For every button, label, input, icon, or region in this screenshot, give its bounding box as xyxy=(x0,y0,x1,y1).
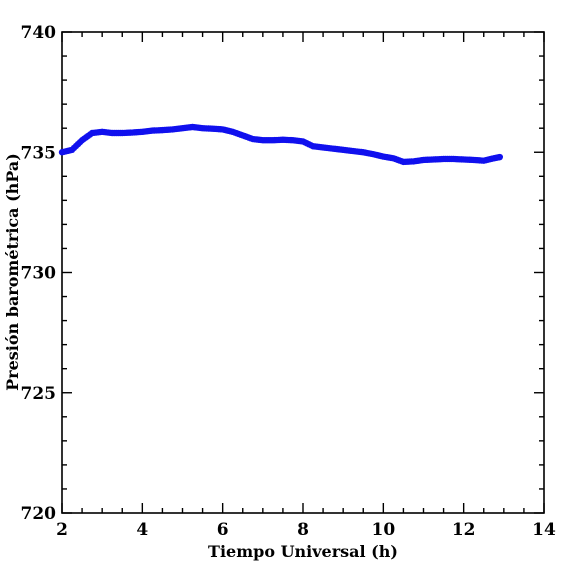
data-point xyxy=(496,153,504,161)
x-tick-label: 12 xyxy=(452,520,476,540)
x-tick-label: 4 xyxy=(136,520,148,540)
data-series xyxy=(58,123,504,166)
axis-tick-labels: 2 4 6 8 10 12 14 720 725 730 735 740 xyxy=(21,23,556,540)
axis-ticks xyxy=(61,31,545,514)
x-tick-label: 10 xyxy=(371,520,395,540)
y-tick-label: 720 xyxy=(21,504,57,524)
x-tick-label: 6 xyxy=(217,520,229,540)
y-tick-label: 725 xyxy=(21,384,57,404)
plot-frame xyxy=(61,31,545,514)
y-tick-label: 735 xyxy=(21,143,57,163)
x-axis-title: Tiempo Universal (h) xyxy=(208,542,398,561)
y-tick-label: 730 xyxy=(21,264,57,284)
y-tick-label: 740 xyxy=(21,23,57,43)
x-tick-label: 14 xyxy=(532,520,556,540)
x-tick-label: 2 xyxy=(56,520,68,540)
y-axis-title: Presión barométrica (hPa) xyxy=(3,153,22,391)
x-tick-label: 8 xyxy=(297,520,309,540)
